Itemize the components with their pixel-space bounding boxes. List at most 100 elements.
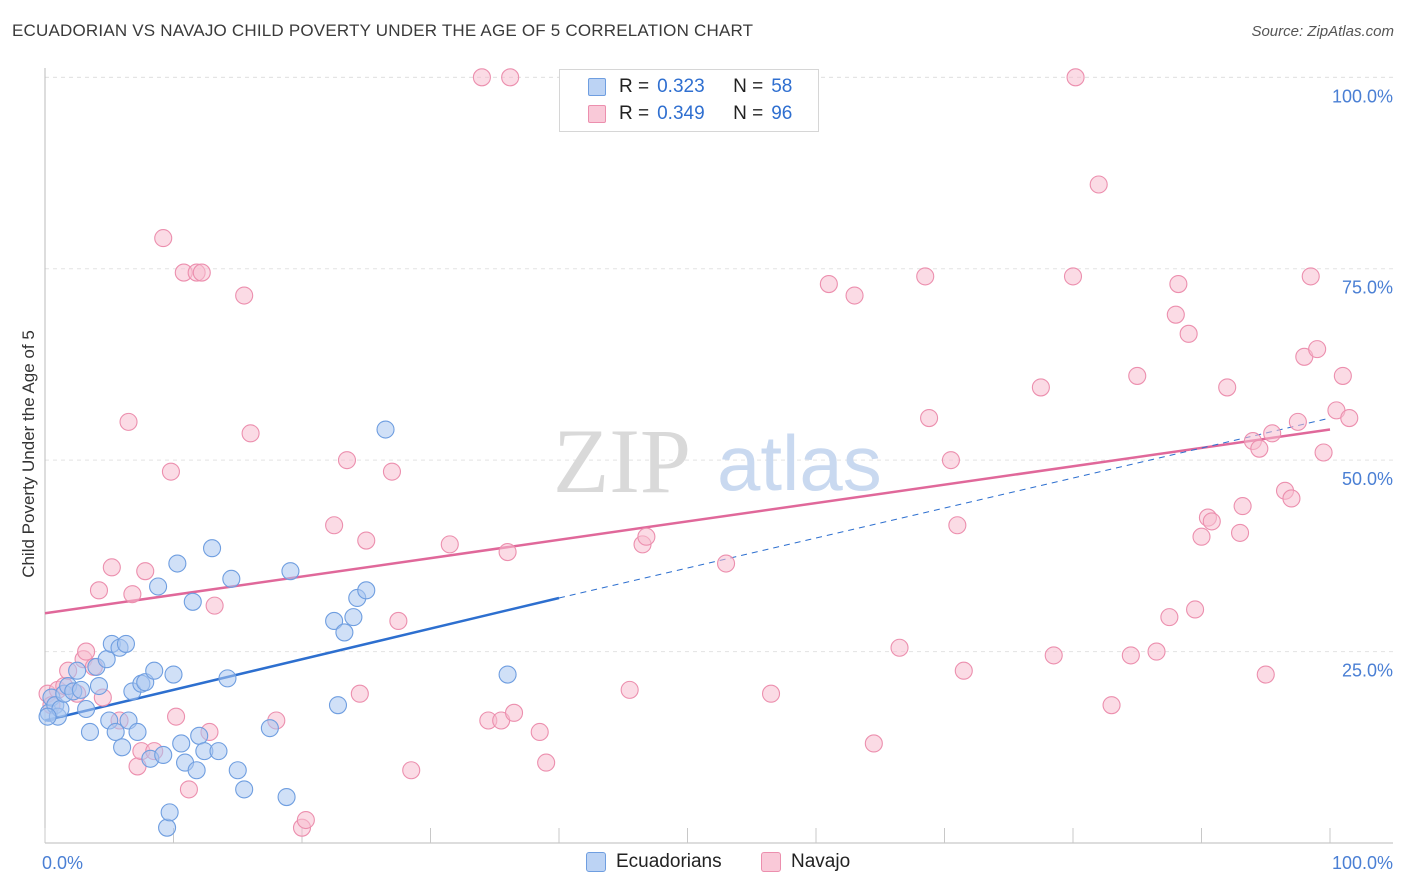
point-ecuadorian — [209, 742, 228, 761]
point-navajo — [1089, 175, 1108, 194]
point-navajo — [716, 554, 736, 573]
point-ecuadorian — [38, 707, 57, 726]
point-navajo — [382, 462, 402, 481]
watermark-zip: ZIP — [553, 410, 691, 512]
chart-title: ECUADORIAN VS NAVAJO CHILD POVERTY UNDER… — [12, 21, 754, 40]
point-navajo — [472, 68, 491, 87]
legend-swatch-pink — [588, 105, 606, 123]
series-legend: Ecuadorians Navajo — [0, 851, 1406, 877]
point-ecuadorian — [128, 722, 147, 742]
point-navajo — [1169, 274, 1188, 294]
point-navajo — [179, 780, 198, 799]
point-navajo — [1128, 366, 1147, 385]
point-navajo — [389, 611, 408, 631]
point-navajo — [504, 703, 524, 722]
point-navajo — [1063, 267, 1083, 286]
point-navajo — [1256, 665, 1275, 684]
point-navajo — [192, 263, 211, 282]
point-ecuadorian — [168, 554, 187, 573]
legend-n-label: N = — [733, 76, 764, 97]
legend-swatch-navajo — [761, 852, 781, 872]
point-ecuadorian — [80, 722, 100, 742]
point-navajo — [161, 462, 180, 481]
point-ecuadorian — [222, 569, 241, 588]
point-navajo — [1263, 424, 1282, 443]
point-navajo — [920, 408, 939, 428]
point-navajo — [296, 810, 315, 830]
point-ecuadorian — [68, 661, 87, 680]
point-navajo — [1340, 408, 1359, 428]
point-navajo — [205, 596, 224, 615]
point-navajo — [154, 229, 173, 248]
point-ecuadorian — [183, 592, 202, 611]
point-ecuadorian — [154, 745, 173, 764]
point-navajo — [864, 734, 883, 753]
point-navajo — [1102, 696, 1121, 715]
point-navajo — [916, 267, 935, 286]
point-navajo — [89, 581, 109, 600]
point-navajo — [498, 542, 517, 562]
point-navajo — [761, 684, 781, 703]
legend-n-value: 58 — [771, 76, 793, 97]
point-navajo — [530, 722, 549, 742]
y-tick-label: 75.0% — [1342, 278, 1393, 298]
point-navajo — [402, 761, 421, 780]
legend-n-value: 96 — [771, 103, 793, 124]
point-ecuadorian — [145, 661, 164, 680]
point-navajo — [1066, 68, 1085, 87]
point-navajo — [119, 412, 138, 431]
point-ecuadorian — [160, 803, 179, 822]
y-tick-label: 50.0% — [1342, 469, 1393, 489]
x-tick-label: 0.0% — [42, 853, 83, 873]
legend-label-ecuadorians: Ecuadorians — [616, 851, 722, 872]
point-navajo — [637, 527, 656, 546]
point-navajo — [1160, 608, 1179, 627]
point-navajo — [77, 642, 96, 661]
x-tick-label: 100.0% — [1332, 853, 1393, 873]
point-ecuadorian — [281, 562, 300, 581]
legend-swatch-blue — [588, 78, 606, 96]
y-axis-label: Child Poverty Under the Age of 5 — [19, 330, 38, 578]
point-navajo — [1192, 527, 1211, 546]
legend-r-label: R = — [619, 76, 650, 97]
trend-line-ecuadorians — [44, 596, 560, 722]
chart-source: Source: ZipAtlas.com — [1251, 23, 1394, 40]
point-navajo — [941, 451, 960, 470]
point-navajo — [1288, 412, 1307, 431]
point-navajo — [1031, 378, 1050, 397]
point-ecuadorian — [149, 577, 168, 596]
stats-legend: R = 0.323 N = 58 R = 0.349 N = 96 — [559, 69, 819, 132]
point-navajo — [537, 753, 556, 772]
legend-n-label: N = — [733, 103, 764, 124]
point-navajo — [1282, 489, 1301, 508]
point-navajo — [350, 684, 369, 703]
point-navajo — [102, 558, 121, 577]
point-ecuadorian — [344, 608, 363, 627]
point-ecuadorian — [158, 818, 177, 837]
point-navajo — [948, 516, 967, 535]
point-ecuadorian — [325, 611, 344, 631]
point-navajo — [1301, 267, 1320, 286]
point-navajo — [235, 286, 254, 305]
point-ecuadorian — [203, 539, 222, 558]
point-navajo — [1186, 600, 1205, 619]
point-navajo — [1044, 646, 1063, 665]
point-ecuadorian — [218, 669, 237, 688]
point-ecuadorian — [106, 722, 125, 742]
point-navajo — [1202, 512, 1221, 531]
point-navajo — [845, 286, 864, 305]
legend-item-ecuadorians[interactable]: Ecuadorians — [586, 851, 722, 873]
point-navajo — [337, 451, 357, 470]
legend-item-navajo[interactable]: Navajo — [761, 851, 850, 873]
legend-r-value: 0.349 — [657, 103, 705, 124]
point-navajo — [440, 535, 459, 554]
legend-swatch-ecuadorians — [586, 852, 606, 872]
legend-label-navajo: Navajo — [791, 851, 851, 872]
point-navajo — [136, 562, 155, 581]
point-ecuadorian — [260, 719, 279, 738]
point-navajo — [325, 516, 344, 535]
watermark: ZIP atlas — [553, 410, 882, 512]
point-navajo — [167, 707, 186, 726]
point-ecuadorian — [376, 420, 395, 439]
